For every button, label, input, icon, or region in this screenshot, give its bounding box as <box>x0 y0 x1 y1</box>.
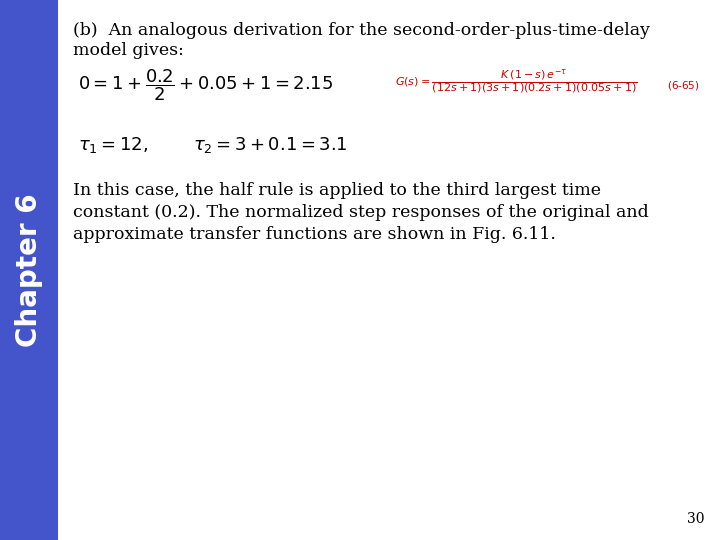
Text: $\tau_2 = 3 + 0.1 = 3.1$: $\tau_2 = 3 + 0.1 = 3.1$ <box>193 135 348 155</box>
Text: model gives:: model gives: <box>73 42 184 59</box>
Text: In this case, the half rule is applied to the third largest time: In this case, the half rule is applied t… <box>73 182 601 199</box>
Text: constant (0.2). The normalized step responses of the original and: constant (0.2). The normalized step resp… <box>73 204 649 221</box>
Bar <box>0 0 58 540</box>
Text: 30: 30 <box>688 512 705 526</box>
Text: $(6\text{-}65)$: $(6\text{-}65)$ <box>667 78 700 91</box>
Text: $G(s) = \dfrac{K\,(1-s)\,e^{-\tau}}{(12s+1)(3s+1)(0.2s+1)(0.05s+1)}$: $G(s) = \dfrac{K\,(1-s)\,e^{-\tau}}{(12s… <box>395 68 638 96</box>
Text: $0 = 1 + \dfrac{0.2}{2} + 0.05 + 1 = 2.15$: $0 = 1 + \dfrac{0.2}{2} + 0.05 + 1 = 2.1… <box>78 67 333 103</box>
Text: Chapter 6: Chapter 6 <box>15 193 43 347</box>
Text: (b)  An analogous derivation for the second-order-plus-time-delay: (b) An analogous derivation for the seco… <box>73 22 650 39</box>
Text: approximate transfer functions are shown in Fig. 6.11.: approximate transfer functions are shown… <box>73 226 556 243</box>
Text: $\tau_1 = 12,$: $\tau_1 = 12,$ <box>78 135 148 155</box>
